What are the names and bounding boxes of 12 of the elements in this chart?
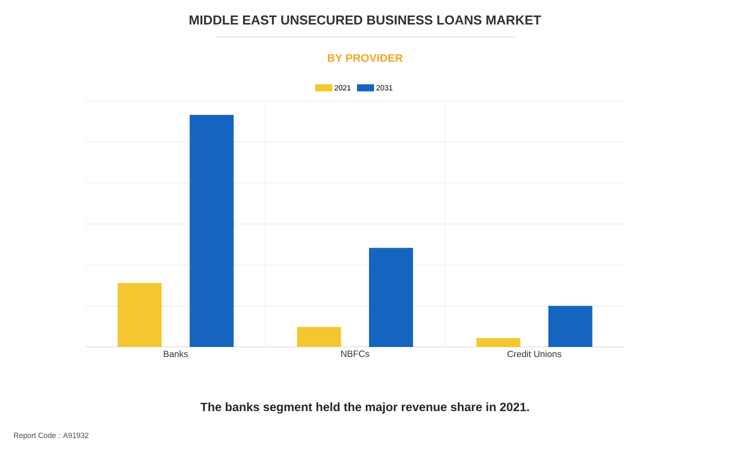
bar xyxy=(369,248,414,347)
chart-subtitle: BY PROVIDER xyxy=(328,54,403,62)
x-tick-label: NBFCs xyxy=(341,350,370,357)
bar xyxy=(297,327,341,347)
x-tick-label: Banks xyxy=(164,350,188,358)
bar xyxy=(476,338,520,347)
x-tick-label: Credit Unions xyxy=(508,350,562,358)
text: The banks segment held the major revenue share in 2021. xyxy=(200,402,529,414)
chart-title: MIDDLE EAST UNSECURED BUSINESS LOANS MARKET xyxy=(190,15,542,25)
bar xyxy=(548,306,592,347)
bar xyxy=(118,282,162,347)
bar xyxy=(190,114,234,347)
